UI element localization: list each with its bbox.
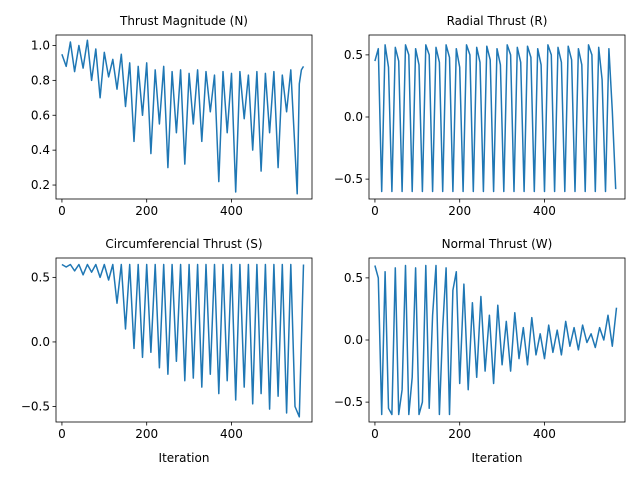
subplot-radial-thrust: Radial Thrust (R) 0 200 400 −0.5 0.0 0.5 [334,14,626,218]
y-tick-label: 0.5 [344,48,363,62]
axes-frame [55,34,313,200]
subplot-circumferencial-thrust: Circumferencial Thrust (S) Iteration 0 20… [21,237,313,465]
y-tick-label: 0.8 [31,73,50,87]
y-tick-label: 0.2 [31,178,50,192]
axes-frame [55,257,313,423]
x-tick-label: 400 [533,427,556,441]
y-tick-label: 0.5 [344,271,363,285]
x-tick-label: 0 [371,427,379,441]
series-line-0 [61,263,305,418]
y-tick-label: 1.0 [31,38,50,52]
y-tick-label: 0.0 [31,335,50,349]
y-tick-label: −0.5 [334,395,363,409]
x-axis-label: Iteration [472,451,523,465]
x-tick-label: 0 [371,204,379,218]
x-tick-label: 400 [533,204,556,218]
y-tick-label: −0.5 [334,172,363,186]
plot-title: Circumferencial Thrust (S) [105,237,262,251]
x-tick-label: 200 [135,427,158,441]
x-tick-label: 0 [58,204,66,218]
x-tick-label: 200 [448,204,471,218]
y-tick-label: 0.6 [31,108,50,122]
series-line-0 [374,44,617,193]
x-axis-label: Iteration [159,451,210,465]
plot-title: Radial Thrust (R) [447,14,548,28]
plot-title: Thrust Magnitude (N) [119,14,248,28]
subplot-normal-thrust: Normal Thrust (W) Iteration 0 200 400 −0.5 0… [334,237,626,465]
y-tick-label: 0.4 [31,143,50,157]
y-tick-label: 0.0 [344,110,363,124]
x-tick-label: 200 [135,204,158,218]
x-tick-label: 400 [220,427,243,441]
series-line-0 [374,264,618,416]
series-line-0 [61,39,305,195]
x-tick-label: 400 [220,204,243,218]
y-tick-label: 0.5 [31,270,50,284]
y-tick-label: −0.5 [21,400,50,414]
subplot-thrust-magnitude: Thrust Magnitude (N) 0 200 400 0.2 0.4 0.6 0.8… [31,14,313,218]
plot-title: Normal Thrust (W) [442,237,553,251]
x-tick-label: 0 [58,427,66,441]
x-tick-label: 200 [448,427,471,441]
y-tick-label: 0.0 [344,333,363,347]
